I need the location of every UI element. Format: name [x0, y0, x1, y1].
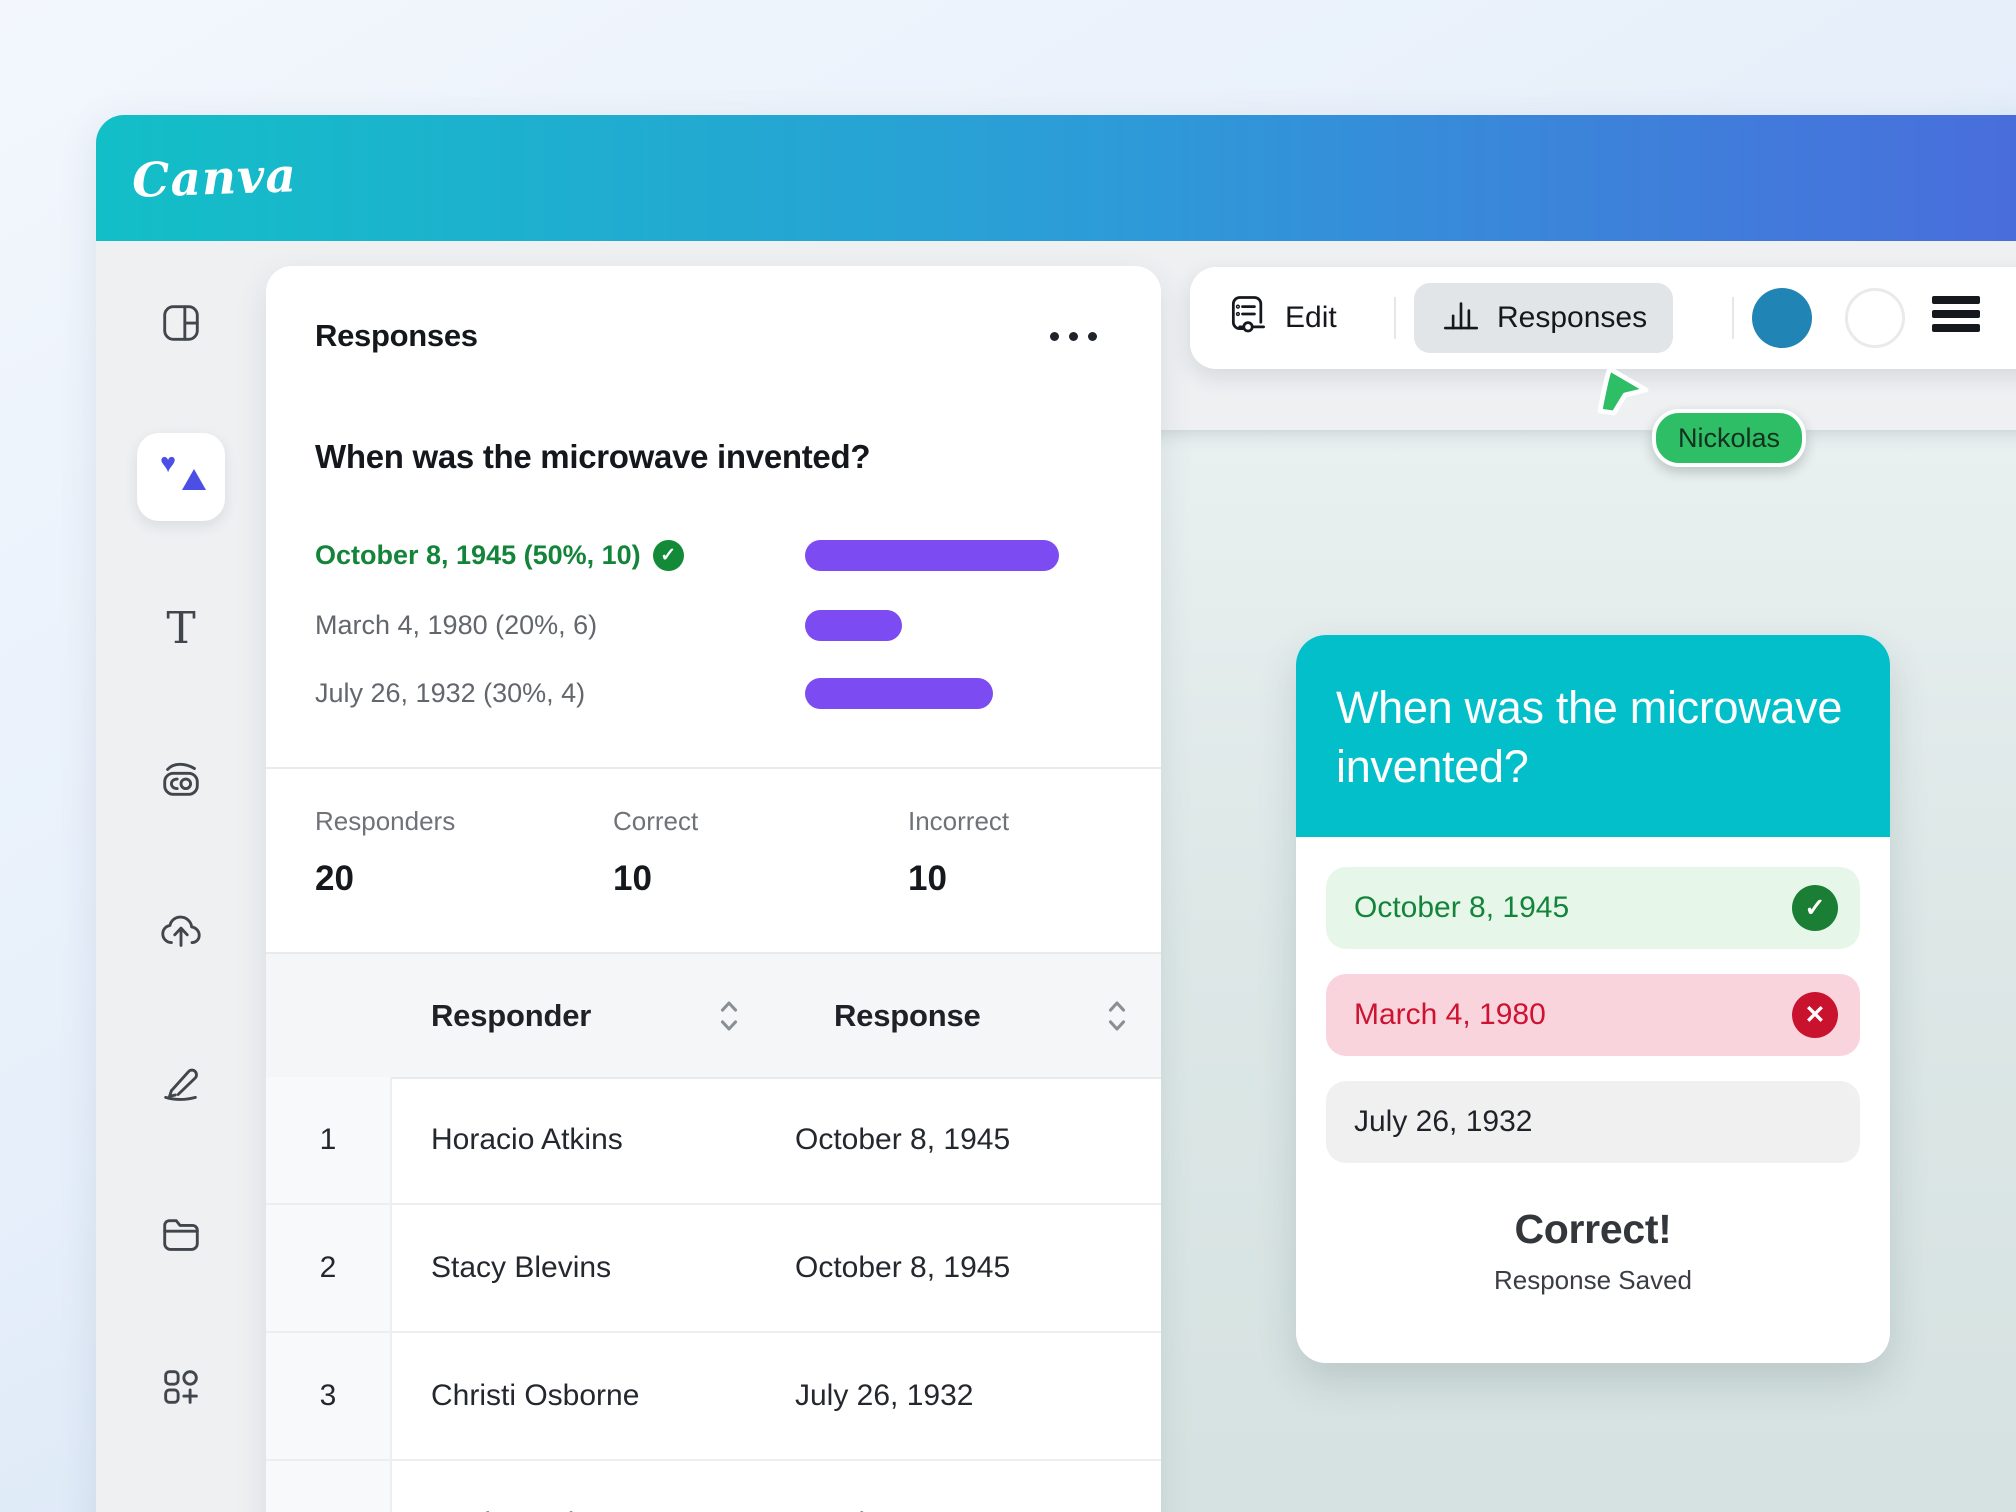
row-number: 4	[266, 1461, 392, 1512]
stat-responders: Responders 20	[315, 806, 455, 899]
table-header: Responder Response	[266, 952, 1161, 1079]
sort-response-icon[interactable]	[1104, 998, 1130, 1034]
elements-shapes-icon: ♥	[156, 450, 206, 502]
poll-bar	[805, 540, 1059, 571]
responses-table: 1 Horacio Atkins October 8, 1945 2 Stacy…	[266, 1077, 1161, 1512]
design-icon	[158, 300, 204, 351]
sidebar: ♥ T	[96, 241, 266, 1512]
toolbar-divider	[1732, 297, 1734, 339]
column-header-response[interactable]: Response	[834, 997, 981, 1033]
responses-panel: Responses When was the microwave invente…	[266, 266, 1161, 1512]
menu-hamburger-icon[interactable]	[1932, 296, 1980, 332]
sidebar-item-apps[interactable]	[157, 1365, 205, 1413]
collaborator-avatar[interactable]	[1752, 288, 1812, 348]
poll-bar	[805, 678, 993, 709]
responder-answer: October 8, 1945	[795, 1251, 1011, 1284]
responder-name: Stacy Blevins	[431, 1251, 612, 1284]
collaborator-name-label: Nickolas	[1652, 409, 1807, 467]
quiz-option-correct[interactable]: October 8, 1945 ✓	[1326, 867, 1860, 949]
responder-answer: October 8, 1945	[795, 1123, 1011, 1156]
quiz-question: When was the microwave invented?	[1296, 635, 1890, 837]
responses-button-label: Responses	[1497, 301, 1648, 334]
responses-button[interactable]: Responses	[1414, 283, 1674, 353]
quiz-option-incorrect[interactable]: March 4, 1980 ✕	[1326, 974, 1860, 1056]
cursor-arrow-icon	[1597, 366, 1649, 416]
apps-grid-icon	[158, 1364, 204, 1415]
quiz-card[interactable]: When was the microwave invented? October…	[1296, 635, 1890, 1363]
sidebar-item-brand[interactable]	[157, 757, 205, 805]
app-body: ♥ T	[96, 241, 2016, 1512]
edit-form-icon	[1226, 292, 1270, 344]
more-options-button[interactable]	[1050, 332, 1097, 341]
poll-option-label: July 26, 1932 (30%, 4)	[315, 677, 586, 708]
table-row[interactable]: 1 Horacio Atkins October 8, 1945	[266, 1077, 1161, 1205]
responder-answer: July 26, 1932	[795, 1379, 974, 1412]
row-number: 1	[266, 1077, 392, 1203]
collaborator-avatar[interactable]	[1845, 288, 1905, 348]
poll-option-row: March 4, 1980 (20%, 6)	[266, 603, 1161, 647]
text-icon: T	[166, 603, 196, 654]
brand-co-icon	[158, 756, 204, 807]
table-row[interactable]: 4 Paul Mead October 8, 1945	[266, 1461, 1161, 1512]
panel-title: Responses	[315, 318, 478, 353]
stat-label: Responders	[315, 806, 456, 836]
quiz-result-subtitle: Response Saved	[1493, 1265, 1693, 1295]
responder-name: Christi Osborne	[431, 1379, 640, 1412]
correct-check-icon: ✓	[652, 539, 684, 571]
canva-logo[interactable]: Canva	[131, 147, 298, 209]
sidebar-item-text[interactable]: T	[157, 605, 205, 653]
stat-value: 10	[613, 859, 652, 898]
responses-chart-icon	[1440, 293, 1482, 343]
column-header-responder[interactable]: Responder	[431, 997, 592, 1033]
sort-responder-icon[interactable]	[716, 998, 742, 1034]
stat-label: Incorrect	[908, 806, 1010, 836]
collaborator-cursor: Nickolas	[1592, 363, 1807, 467]
sidebar-item-uploads[interactable]	[157, 909, 205, 957]
stat-value: 10	[908, 859, 947, 898]
poll-option-label: March 4, 1980 (20%, 6)	[315, 609, 598, 640]
responder-name: Paul Mead	[392, 1461, 795, 1512]
divider	[266, 767, 1161, 769]
stat-label: Correct	[613, 806, 699, 836]
quiz-option-label: July 26, 1932	[1354, 1105, 1533, 1138]
poll-question: When was the microwave invented?	[315, 438, 871, 475]
poll-bar	[805, 610, 902, 641]
edit-button-label: Edit	[1285, 301, 1337, 334]
poll-option-row: July 26, 1932 (30%, 4)	[266, 671, 1161, 715]
quiz-option-neutral[interactable]: July 26, 1932	[1326, 1081, 1860, 1163]
responder-name: Horacio Atkins	[431, 1123, 623, 1156]
app-header-bar: Canva	[96, 115, 2016, 241]
edit-button[interactable]: Edit	[1216, 283, 1347, 353]
sidebar-item-projects[interactable]	[157, 1213, 205, 1261]
incorrect-x-icon: ✕	[1792, 992, 1838, 1038]
row-number: 2	[266, 1205, 392, 1331]
sidebar-item-draw[interactable]	[157, 1061, 205, 1109]
responder-answer: October 8, 1945	[795, 1461, 1161, 1512]
stat-value: 20	[315, 859, 354, 898]
quiz-options: October 8, 1945 ✓ March 4, 1980 ✕ July 2…	[1296, 837, 1890, 1296]
quiz-option-label: March 4, 1980	[1354, 998, 1546, 1031]
stat-correct: Correct 10	[613, 806, 698, 899]
cloud-upload-icon	[158, 908, 204, 959]
toolbar-divider	[1394, 297, 1396, 339]
table-row[interactable]: 2 Stacy Blevins October 8, 1945	[266, 1205, 1161, 1333]
poll-option-label: October 8, 1945 (50%, 10)	[315, 539, 641, 570]
sidebar-item-design[interactable]	[157, 301, 205, 349]
quiz-option-label: October 8, 1945	[1354, 891, 1570, 924]
canva-app-window: Canva ♥	[96, 115, 2016, 1512]
row-number: 3	[266, 1333, 392, 1459]
correct-check-icon: ✓	[1792, 885, 1838, 931]
floating-toolbar: Edit Responses	[1190, 267, 2016, 369]
poll-option-row: October 8, 1945 (50%, 10) ✓	[266, 533, 1161, 577]
folder-icon	[158, 1212, 204, 1263]
pen-draw-icon	[158, 1060, 204, 1111]
stat-incorrect: Incorrect 10	[908, 806, 1009, 899]
quiz-result-title: Correct!	[1514, 1206, 1672, 1252]
sidebar-item-elements[interactable]: ♥	[137, 433, 225, 521]
table-row[interactable]: 3 Christi Osborne July 26, 1932	[266, 1333, 1161, 1461]
